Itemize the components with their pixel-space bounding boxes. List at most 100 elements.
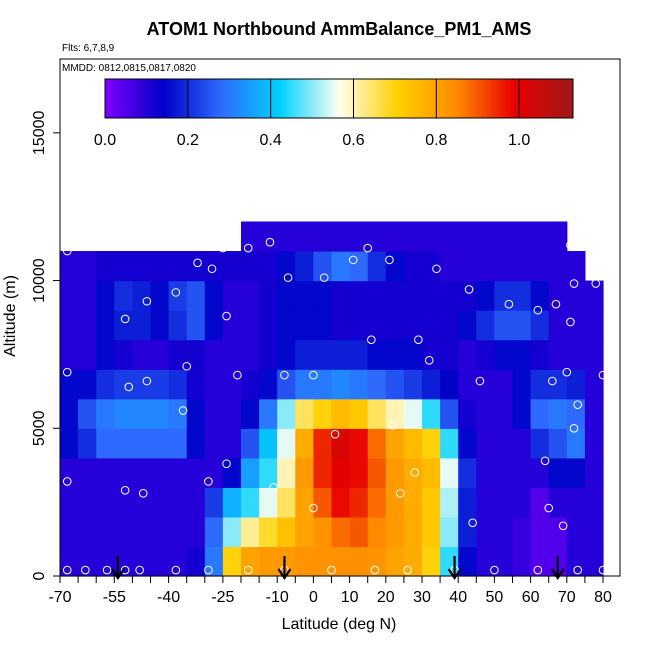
heatmap-cell [277,310,296,341]
heatmap-cell [458,221,477,252]
heatmap-cell [458,398,477,429]
heatmap-cell [313,546,333,577]
heatmap-cell [295,369,314,400]
heatmap-cell [241,428,260,459]
heatmap-cell [422,310,441,341]
heatmap-cell [403,428,423,459]
heatmap-cell [78,398,97,429]
heatmap-cell [512,457,532,488]
heatmap-cell [403,398,423,429]
heatmap-cell [494,339,514,370]
heatmap-cell [241,221,260,252]
heatmap-cell [259,339,278,370]
sample-point [319,273,329,282]
heatmap-cell [566,339,586,370]
heatmap-cell [114,516,133,548]
sample-point [533,565,543,575]
heatmap-cell [150,339,170,370]
x-tick-label: 60 [522,589,540,606]
heatmap-cell [530,280,550,311]
heatmap-cell [168,516,188,548]
down-arrow [550,556,565,580]
plot-frame [59,58,621,577]
heatmap-cell [548,280,568,311]
sample-point [233,370,242,380]
heatmap-cell [331,457,351,488]
heatmap-cell [494,310,514,341]
x-tick-label: -25 [211,589,234,606]
heatmap-cell [512,251,532,282]
heatmap-cell [277,251,296,282]
heatmap-cell [349,280,369,311]
heatmap-cell [222,516,242,548]
y-tick-label: 15000 [31,111,48,156]
heatmap-cell [295,546,314,577]
heatmap-cell [530,516,550,548]
heatmap-cell [367,280,387,311]
heatmap-cell [204,369,224,400]
heatmap-cell [403,339,423,370]
heatmap-cell [295,428,314,459]
heatmap-cell [241,398,260,429]
sample-point [309,503,318,513]
sample-point [548,376,557,386]
sample-point [222,311,231,321]
heatmap-cell [277,516,296,548]
heatmap-cell [512,280,532,311]
heatmap-cell [313,280,333,311]
heatmap-cell [403,251,423,282]
heatmap-cell [132,516,152,548]
x-tick-label: 10 [341,589,359,606]
heatmap-cell [494,251,514,282]
heatmap-cell [548,457,568,488]
heatmap-cell [132,428,152,459]
heatmap-cell [150,428,170,459]
heatmap-cell [494,398,514,429]
heatmap-cell [132,457,152,488]
heatmap-cell [259,251,278,282]
heatmap-cell [78,516,97,548]
heatmap [60,221,604,577]
heatmap-cell [367,457,387,488]
flights-label: Flts: 6,7,8,9 [62,43,115,54]
heatmap-cell [512,428,532,459]
heatmap-cell [313,251,333,282]
sample-point [410,468,420,477]
heatmap-cell [440,251,459,282]
heatmap-cell [78,251,97,282]
colorbar: 0.0 0.2 0.4 0.6 0.8 1.0 [94,78,574,149]
heatmap-cell [349,339,369,370]
heatmap-cell [96,339,115,370]
heatmap-cell [60,457,79,488]
heatmap-cell [222,398,242,429]
heatmap-cell [132,487,152,518]
heatmap-cell [60,339,79,370]
heatmap-cell [403,280,423,311]
heatmap-cell [512,546,532,577]
sample-point [348,255,358,265]
heatmap-cell [385,457,405,488]
heatmap-cell [584,487,604,518]
heatmap-cell [313,310,333,341]
down-arrow [447,556,462,580]
heatmap-cell [241,546,260,577]
heatmap-cell [241,487,260,518]
heatmap-cell [440,457,459,488]
heatmap-cell [313,457,333,488]
heatmap-cell [168,339,188,370]
heatmap-cell [313,369,333,400]
sample-point [573,400,582,409]
heatmap-cell [458,280,477,311]
heatmap-cell [114,251,133,282]
heatmap-cell [241,516,260,548]
heatmap-cell [530,339,550,370]
heatmap-cell [313,487,333,518]
heatmap-cell [222,339,242,370]
heatmap-cell [548,487,568,518]
heatmap-cell [78,310,97,341]
sample-point [182,361,191,371]
heatmap-cell [132,398,152,429]
heatmap-cell [367,339,387,370]
colorbar-tick-label: 0.6 [342,132,364,149]
heatmap-cell [150,251,170,282]
